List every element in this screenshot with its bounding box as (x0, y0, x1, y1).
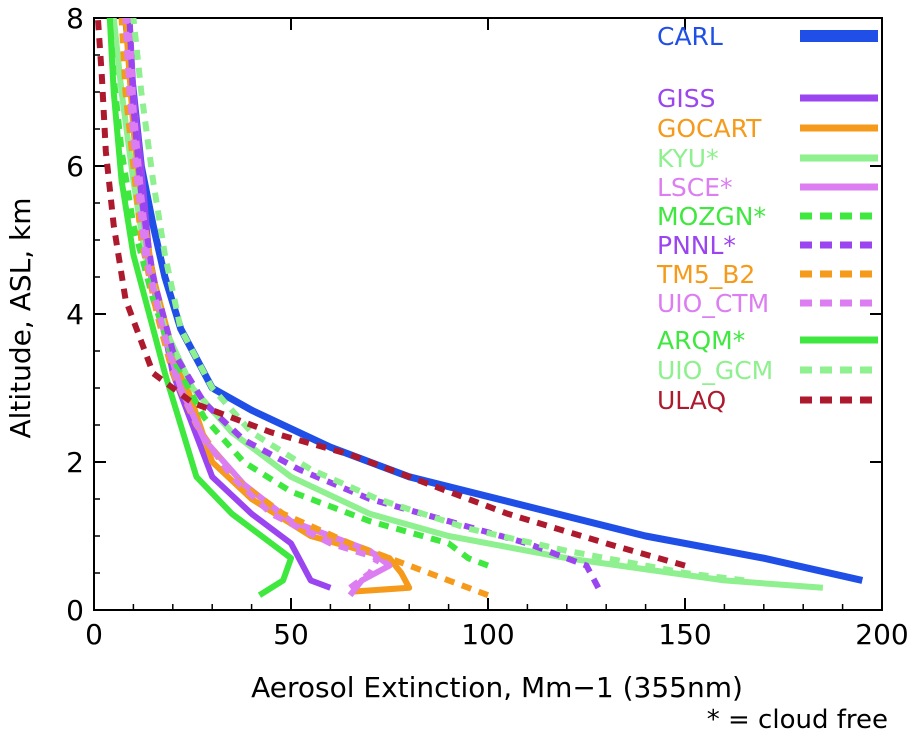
legend-label-pnnl: PNNL* (657, 231, 736, 260)
y-tick-label: 8 (66, 2, 84, 35)
x-tick-label: 100 (461, 618, 514, 651)
series-line-pnnl (126, 18, 601, 590)
y-axis-label: Altitude, ASL, km (4, 197, 37, 438)
y-tick-label: 0 (66, 594, 84, 627)
y-tick-label: 6 (66, 150, 84, 183)
x-tick-label: 0 (85, 618, 103, 651)
footnote: * = cloud free (707, 705, 888, 735)
legend-label-ulaq: ULAQ (657, 386, 726, 415)
legend-label-lsce: LSCE* (657, 173, 733, 202)
legend-label-mozgn: MOZGN* (657, 202, 766, 231)
series-line-uio_gcm (130, 18, 745, 584)
y-tick-label: 4 (66, 298, 84, 331)
series-line-mozgn (106, 18, 490, 569)
x-axis-label: Aerosol Extinction, Mm−1 (355nm) (251, 671, 743, 704)
series-line-lsce (126, 18, 393, 598)
legend-label-tm5_b2: TM5_B2 (656, 260, 755, 289)
legend-label-giss: GISS (657, 84, 715, 113)
legend-label-arqm: ARQM* (657, 326, 745, 355)
series-line-ulaq (94, 18, 686, 569)
x-tick-label: 200 (855, 618, 908, 651)
series-line-arqm (106, 18, 294, 598)
legend-label-gocart: GOCART (657, 114, 762, 143)
x-tick-label: 150 (658, 618, 711, 651)
legend-label-kyu: KYU* (657, 144, 719, 173)
y-tick-label: 2 (66, 446, 84, 479)
legend-label-carl: CARL (657, 22, 723, 51)
x-tick-label: 50 (273, 618, 309, 651)
legend-label-uio_ctm: UIO_CTM (657, 289, 769, 318)
legend-label-uio_gcm: UIO_GCM (657, 356, 773, 385)
series-line-uio_ctm (122, 18, 381, 591)
